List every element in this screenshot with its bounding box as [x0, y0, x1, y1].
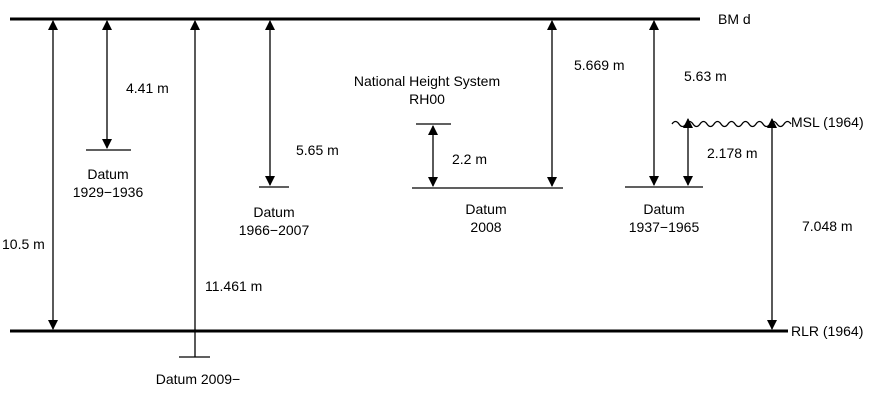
label-datum-2008: Datum	[465, 201, 506, 217]
label-datum-1937-years: 1937−1965	[629, 219, 700, 235]
label-msl-1964: MSL (1964)	[791, 114, 864, 130]
label-5-669: 5.669 m	[574, 57, 625, 73]
label-datum-1929-years: 1929−1936	[73, 184, 144, 200]
label-11-461: 11.461 m	[205, 278, 262, 294]
label-national-height-system: National Height System	[354, 73, 500, 89]
label-datum-2009: Datum 2009−	[156, 371, 240, 387]
label-5-63: 5.63 m	[684, 68, 727, 84]
label-4-41: 4.41 m	[126, 80, 169, 96]
label-datum-1966-years: 1966−2007	[239, 222, 310, 238]
label-2-2: 2.2 m	[452, 151, 487, 167]
label-datum-2008-year: 2008	[470, 219, 501, 235]
label-datum-1966: Datum	[253, 204, 294, 220]
label-7-048: 7.048 m	[802, 218, 853, 234]
label-datum-1929: Datum	[87, 166, 128, 182]
label-2-178: 2.178 m	[707, 145, 758, 161]
msl-1964-wave	[671, 120, 792, 128]
label-datum-1937: Datum	[643, 201, 684, 217]
label-bm-d: BM d	[718, 11, 751, 27]
label-10-5: 10.5 m	[2, 236, 45, 252]
label-rlr-1964: RLR (1964)	[791, 323, 863, 339]
label-rh00: RH00	[409, 91, 445, 107]
label-5-65: 5.65 m	[296, 142, 339, 158]
